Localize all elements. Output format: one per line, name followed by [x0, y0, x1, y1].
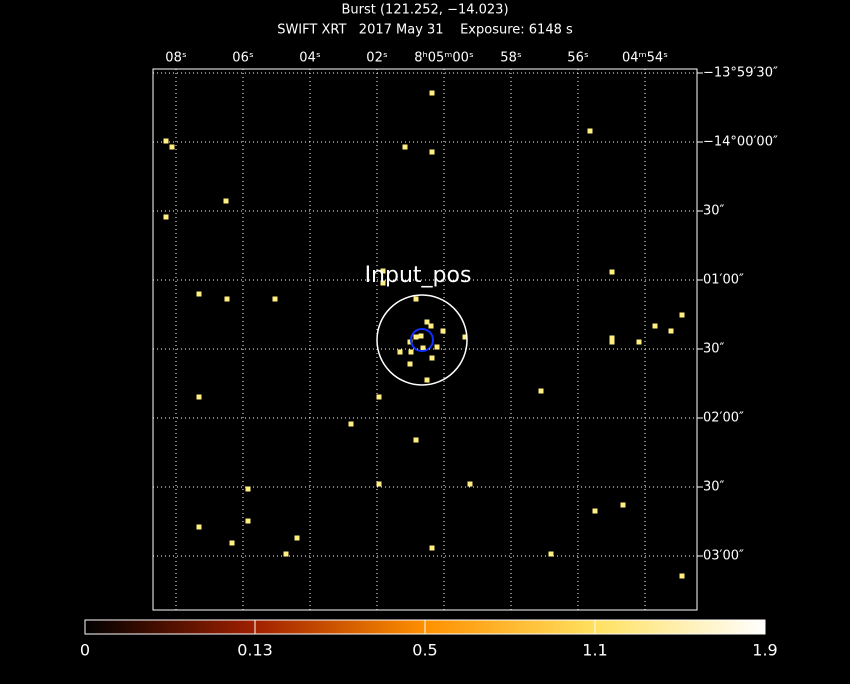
colorbar-label: 0.13	[237, 641, 273, 660]
dec-label: 30″	[703, 204, 725, 219]
title: Burst (121.252, −14.023)	[341, 3, 508, 18]
photon	[348, 421, 354, 427]
photon	[196, 291, 202, 297]
dec-label: −13°59′30″	[703, 66, 778, 81]
photon	[196, 524, 202, 530]
ra-label: 04ˢ	[299, 51, 321, 66]
input-position-marker	[410, 328, 434, 352]
colorbar-label: 1.9	[752, 641, 777, 660]
photon	[434, 344, 440, 350]
photon	[196, 394, 202, 400]
photon	[245, 518, 251, 524]
photon	[380, 268, 386, 274]
photon	[424, 319, 430, 325]
photon	[420, 345, 426, 351]
ra-label: 58ˢ	[500, 51, 522, 66]
photon	[440, 328, 446, 334]
photon	[224, 296, 230, 302]
photon	[407, 339, 413, 345]
photon	[380, 280, 386, 286]
photon	[429, 90, 435, 96]
photon	[609, 339, 615, 345]
photon	[467, 481, 473, 487]
photon	[223, 198, 229, 204]
photon	[679, 312, 685, 318]
photon	[402, 144, 408, 150]
photon	[408, 349, 414, 355]
photon	[407, 361, 413, 367]
photon	[538, 388, 544, 394]
dec-label: 03′00″	[703, 549, 744, 564]
subtitle: SWIFT XRT 2017 May 31 Exposure: 6148 s	[277, 23, 573, 38]
photon	[163, 214, 169, 220]
photon	[294, 535, 300, 541]
photon-events	[163, 90, 685, 579]
photon	[592, 508, 598, 514]
colorbar-label: 0	[80, 641, 90, 660]
photon	[376, 394, 382, 400]
photon	[652, 323, 658, 329]
photon	[397, 349, 403, 355]
photon	[429, 149, 435, 155]
photon	[429, 545, 435, 551]
dec-label: 30″	[703, 480, 725, 495]
photon	[163, 138, 169, 144]
dec-label: 01′00″	[703, 273, 744, 288]
ra-label: 06ˢ	[232, 51, 254, 66]
photon	[620, 502, 626, 508]
dec-label: 02′00″	[703, 411, 744, 426]
photon	[609, 269, 615, 275]
photon	[668, 328, 674, 334]
position-label: Input_pos	[365, 263, 472, 288]
colorbar-label: 0.5	[412, 641, 437, 660]
photon	[245, 486, 251, 492]
photon	[169, 144, 175, 150]
photon	[418, 333, 424, 339]
dec-label: 30″	[703, 342, 725, 357]
photon	[376, 481, 382, 487]
photon	[229, 540, 235, 546]
photon	[413, 296, 419, 302]
ra-label: 56ˢ	[567, 51, 589, 66]
photon	[272, 296, 278, 302]
plot-frame	[152, 68, 698, 611]
colorbar-label: 1.1	[582, 641, 607, 660]
ra-label: 04ᵐ54ˢ	[622, 51, 668, 66]
photon	[609, 335, 615, 341]
photon	[429, 355, 435, 361]
dec-label: −14°00′00″	[703, 135, 778, 150]
source-region	[376, 294, 468, 386]
ra-label: 08ˢ	[165, 51, 187, 66]
photon	[283, 551, 289, 557]
photon	[462, 334, 468, 340]
photon	[424, 377, 430, 383]
photon	[413, 437, 419, 443]
photon	[587, 128, 593, 134]
ra-label: 8ʰ05ᵐ00ˢ	[414, 51, 474, 66]
photon	[548, 551, 554, 557]
photon	[636, 339, 642, 345]
photon	[679, 573, 685, 579]
ra-label: 02ˢ	[366, 51, 388, 66]
photon	[413, 334, 419, 340]
photon	[428, 323, 434, 329]
